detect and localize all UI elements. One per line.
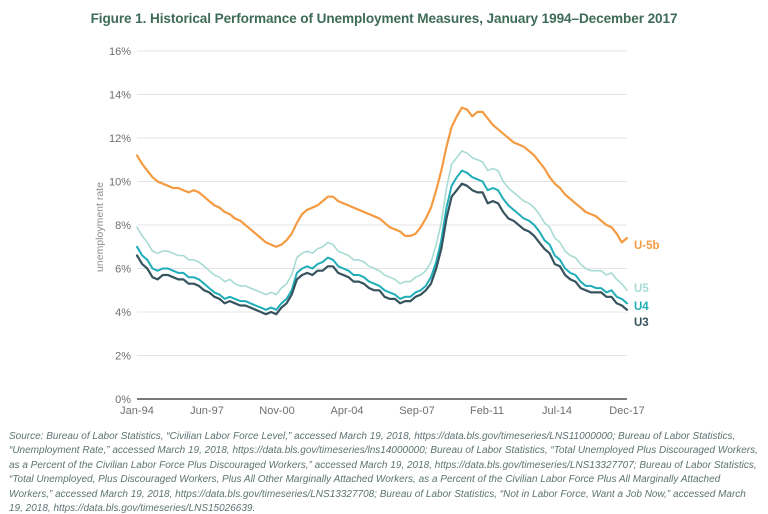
x-tick-label: Dec-17: [609, 405, 644, 417]
x-tick-label: Jul-14: [542, 405, 572, 417]
x-tick-label: Jan-94: [120, 405, 154, 417]
series-line-u3: [135, 182, 629, 316]
series-line-u5: [136, 150, 628, 296]
x-tick-label: Apr-04: [330, 405, 363, 417]
source-note: Source: Bureau of Labor Statistics, “Civ…: [9, 431, 758, 514]
figure-title: Figure 1. Historical Performance of Unem…: [90, 11, 678, 26]
series-line-u-5b: [135, 106, 629, 248]
x-tick-label: Feb-11: [470, 405, 504, 417]
series-label-u3: U3: [634, 317, 649, 329]
y-tick-label: 16%: [109, 46, 131, 58]
y-tick-label: 0%: [115, 394, 131, 406]
x-tick-label: Nov-00: [259, 405, 294, 417]
series-label-u5: U5: [634, 283, 649, 295]
series-label-u4: U4: [634, 301, 649, 313]
x-tick-label: Sep-07: [399, 405, 434, 417]
y-axis-title: unemployment rate: [94, 182, 106, 272]
y-tick-label: 14%: [109, 90, 131, 102]
series-label-u-5b: U-5b: [634, 240, 660, 252]
y-tick-label: 2%: [115, 351, 131, 363]
series-line-u4: [136, 169, 628, 311]
y-tick-label: 8%: [115, 220, 131, 232]
y-tick-label: 4%: [115, 307, 131, 319]
y-tick-label: 10%: [109, 177, 131, 189]
unemployment-line-chart: 0% 2% 4% 6% 8% 10% 12% 14% 16% Jan-94 Jun-97 Nov-00…: [94, 46, 660, 417]
x-tick-label: Jun-97: [190, 405, 224, 417]
y-tick-label: 12%: [109, 133, 131, 145]
y-tick-label: 6%: [115, 264, 131, 276]
